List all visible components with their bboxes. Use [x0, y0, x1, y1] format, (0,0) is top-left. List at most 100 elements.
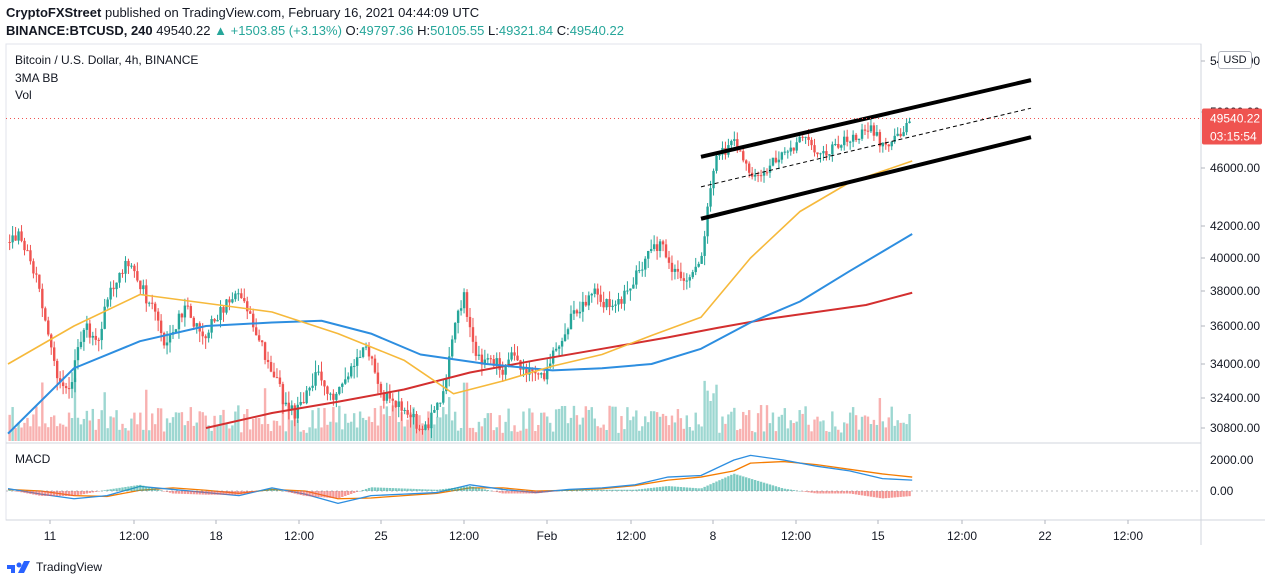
volume-bar	[136, 424, 139, 441]
macd-histogram-bar	[878, 491, 882, 499]
candle-body	[222, 307, 225, 313]
candle-body	[133, 265, 136, 272]
macd-histogram-bar	[305, 491, 308, 497]
candle-body	[195, 323, 198, 327]
volume-bar	[548, 422, 552, 441]
candle-body	[26, 250, 29, 252]
candle-body	[644, 258, 647, 270]
tradingview-brand[interactable]: TradingView	[6, 560, 102, 574]
volume-bar	[471, 427, 475, 441]
volume-bar	[872, 419, 876, 441]
indicator-3ma-bb[interactable]: 3MA BB	[15, 71, 59, 85]
time-tick-label: 15	[871, 529, 885, 543]
macd-histogram-bar	[364, 488, 368, 491]
candle-body	[872, 125, 876, 136]
volume-bar	[171, 417, 175, 441]
volume-bar	[483, 418, 487, 441]
volume-bar	[350, 421, 353, 441]
change-value: ▲ +1503.85 (+3.13%)	[214, 23, 342, 38]
candle-body	[786, 151, 789, 153]
candle-body	[641, 269, 644, 271]
candle-body	[673, 268, 677, 272]
macd-histogram-bar	[513, 491, 516, 494]
macd-histogram-bar	[186, 491, 190, 495]
volume-bar	[768, 423, 772, 441]
time-tick-label: 12:00	[449, 529, 479, 543]
volume-bar	[507, 408, 510, 441]
volume-bar	[848, 412, 852, 441]
volume-bar	[177, 412, 181, 441]
macd-histogram-bar	[213, 491, 216, 495]
macd-histogram-bar	[293, 491, 296, 494]
candle-body	[355, 357, 359, 366]
volume-bar	[682, 428, 686, 441]
volume-bar	[314, 428, 317, 441]
volume-bar	[35, 406, 38, 441]
volume-bar	[355, 427, 359, 441]
time-tick-label: Feb	[537, 529, 558, 543]
macd-histogram-bar	[688, 487, 691, 491]
candle-body	[614, 304, 617, 306]
candle-body	[228, 299, 231, 303]
volume-bar	[174, 412, 178, 441]
macd-histogram-bar	[575, 489, 579, 491]
macd-histogram-bar	[697, 488, 700, 491]
volume-bar	[851, 407, 855, 441]
macd-histogram-bar	[792, 490, 795, 491]
indicator-volume[interactable]: Vol	[15, 88, 32, 102]
candle-body	[79, 341, 83, 348]
macd-histogram-bar	[88, 491, 92, 493]
candle-body	[626, 290, 629, 292]
macd-histogram-bar	[8, 490, 11, 491]
price-tick-label: 40000.00	[1210, 251, 1260, 265]
volume-bar	[590, 407, 593, 441]
volume-bar	[162, 431, 166, 441]
macd-histogram-bar	[459, 487, 463, 491]
macd-histogram-bar	[727, 476, 730, 491]
macd-histogram-bar	[412, 488, 415, 491]
candle-body	[311, 385, 314, 388]
macd-histogram-bar	[376, 487, 380, 491]
indicator-macd[interactable]: MACD	[15, 452, 51, 466]
volume-bar	[869, 424, 873, 441]
volume-bar	[251, 418, 255, 441]
macd-histogram-bar	[626, 489, 629, 491]
macd-histogram-bar	[685, 487, 689, 491]
volume-bar	[400, 412, 403, 441]
volume-bar	[902, 422, 905, 441]
candle-body	[848, 141, 852, 143]
macd-histogram-bar	[14, 491, 17, 492]
time-tick-label: 12:00	[781, 529, 811, 543]
volume-bar	[765, 405, 769, 441]
candle-body	[682, 278, 686, 281]
macd-histogram-bar	[673, 486, 677, 491]
volume-bar	[878, 398, 882, 441]
volume-bar	[685, 415, 689, 441]
candle-body	[350, 366, 353, 377]
macd-histogram-bar	[825, 491, 828, 494]
volume-bar	[8, 414, 11, 441]
volume-bar	[216, 425, 219, 441]
macd-histogram-bar	[26, 491, 29, 494]
volume-bar	[246, 409, 249, 441]
macd-histogram-bar	[810, 491, 813, 493]
macd-histogram-bar	[219, 491, 222, 495]
candle-body	[151, 302, 154, 304]
volume-bar	[201, 412, 204, 441]
macd-histogram-bar	[82, 491, 86, 495]
volume-bar	[721, 416, 724, 441]
macd-histogram-bar	[243, 491, 246, 494]
publisher-name[interactable]: CryptoFXStreet	[6, 5, 102, 20]
candle-body	[736, 139, 739, 151]
time-tick-label: 11	[44, 529, 57, 543]
macd-histogram-bar	[483, 489, 487, 491]
last-price-badge	[1202, 108, 1262, 145]
volume-bar	[320, 427, 323, 441]
volume-bar	[638, 430, 641, 441]
macd-histogram-bar	[246, 491, 249, 494]
macd-histogram-bar	[635, 489, 638, 491]
currency-button[interactable]: USD	[1218, 51, 1252, 69]
candle-body	[528, 368, 531, 375]
candle-body	[771, 157, 775, 166]
